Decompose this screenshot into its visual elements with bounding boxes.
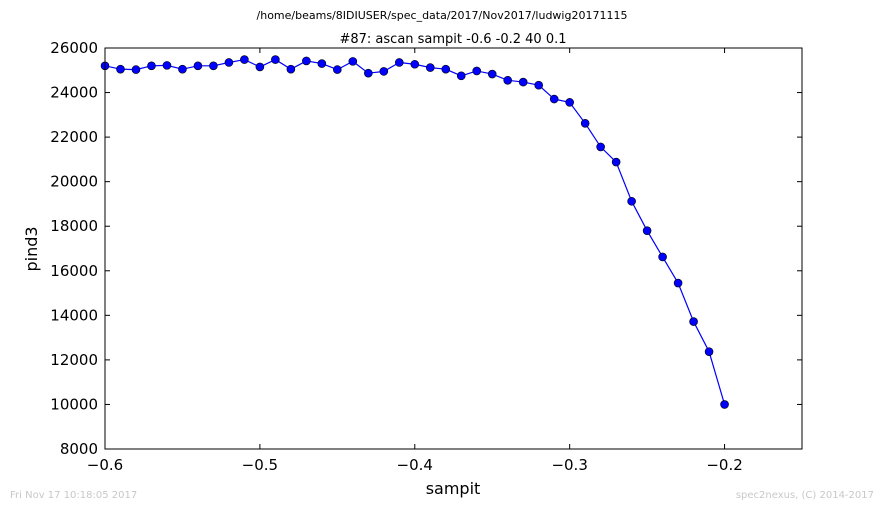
data-point bbox=[131, 65, 141, 74]
data-point bbox=[596, 142, 605, 152]
y-tick-label: 10000 bbox=[50, 395, 98, 413]
y-tick-label: 16000 bbox=[50, 262, 98, 280]
x-tick-label: −0.3 bbox=[551, 456, 587, 474]
y-tick-label: 18000 bbox=[50, 217, 98, 235]
x-tick-label: −0.2 bbox=[706, 456, 742, 474]
data-point bbox=[410, 59, 420, 69]
axis-ticks bbox=[104, 47, 802, 450]
data-point bbox=[333, 65, 342, 74]
data-point bbox=[549, 94, 559, 104]
series-line bbox=[104, 58, 726, 405]
plot-area bbox=[100, 55, 729, 409]
y-tick-label: 8000 bbox=[60, 440, 98, 458]
tick-labels: −0.6 −0.5 −0.4 −0.3 −0.2 8000 10000 12000 14000 1… bbox=[50, 39, 742, 474]
data-point bbox=[302, 56, 311, 66]
y-tick-label: 24000 bbox=[50, 84, 98, 102]
x-tick-label: −0.4 bbox=[397, 456, 433, 474]
data-point bbox=[348, 57, 358, 66]
data-point bbox=[193, 61, 203, 71]
data-point bbox=[503, 76, 513, 85]
y-tick-label: 12000 bbox=[50, 351, 98, 369]
chart-title: #87: ascan sampit -0.6 -0.2 40 0.1 bbox=[339, 32, 566, 47]
data-point bbox=[441, 64, 451, 74]
data-point bbox=[224, 58, 234, 67]
data-point bbox=[317, 59, 327, 68]
footer-credit: spec2nexus, (C) 2014-2017 bbox=[736, 490, 874, 501]
data-point bbox=[162, 61, 172, 70]
data-point bbox=[611, 157, 621, 167]
y-tick-label: 20000 bbox=[50, 173, 98, 191]
data-point bbox=[286, 64, 296, 74]
data-point bbox=[425, 63, 435, 72]
data-point bbox=[147, 61, 156, 71]
data-point bbox=[209, 61, 218, 71]
data-point bbox=[178, 64, 187, 74]
y-axis-label: pind3 bbox=[22, 226, 41, 271]
data-point bbox=[534, 80, 543, 90]
data-point bbox=[580, 119, 590, 128]
file-path-title: /home/beams/8IDIUSER/spec_data/2017/Nov2… bbox=[257, 9, 628, 22]
data-point bbox=[240, 55, 249, 64]
data-point bbox=[704, 347, 714, 356]
x-tick-label: −0.6 bbox=[87, 456, 123, 474]
data-point bbox=[472, 66, 482, 76]
y-tick-label: 26000 bbox=[50, 39, 98, 57]
x-axis-label: sampit bbox=[426, 479, 481, 498]
data-point bbox=[565, 98, 574, 107]
data-point bbox=[642, 226, 652, 235]
data-point bbox=[487, 69, 497, 79]
data-point bbox=[673, 278, 683, 288]
data-point bbox=[255, 62, 265, 72]
data-point bbox=[379, 67, 389, 76]
data-point bbox=[518, 77, 528, 87]
data-point bbox=[394, 58, 404, 67]
data-point bbox=[658, 252, 667, 262]
data-point bbox=[456, 71, 466, 81]
x-tick-label: −0.5 bbox=[242, 456, 278, 474]
plot-frame bbox=[104, 47, 803, 450]
data-point bbox=[364, 68, 373, 78]
data-point bbox=[116, 64, 125, 74]
data-point bbox=[689, 317, 698, 326]
y-tick-label: 22000 bbox=[50, 128, 98, 146]
y-tick-label: 14000 bbox=[50, 306, 98, 324]
data-point bbox=[271, 55, 280, 64]
data-point bbox=[627, 196, 636, 206]
footer-timestamp: Fri Nov 17 10:18:05 2017 bbox=[10, 490, 137, 501]
data-point bbox=[720, 400, 729, 409]
